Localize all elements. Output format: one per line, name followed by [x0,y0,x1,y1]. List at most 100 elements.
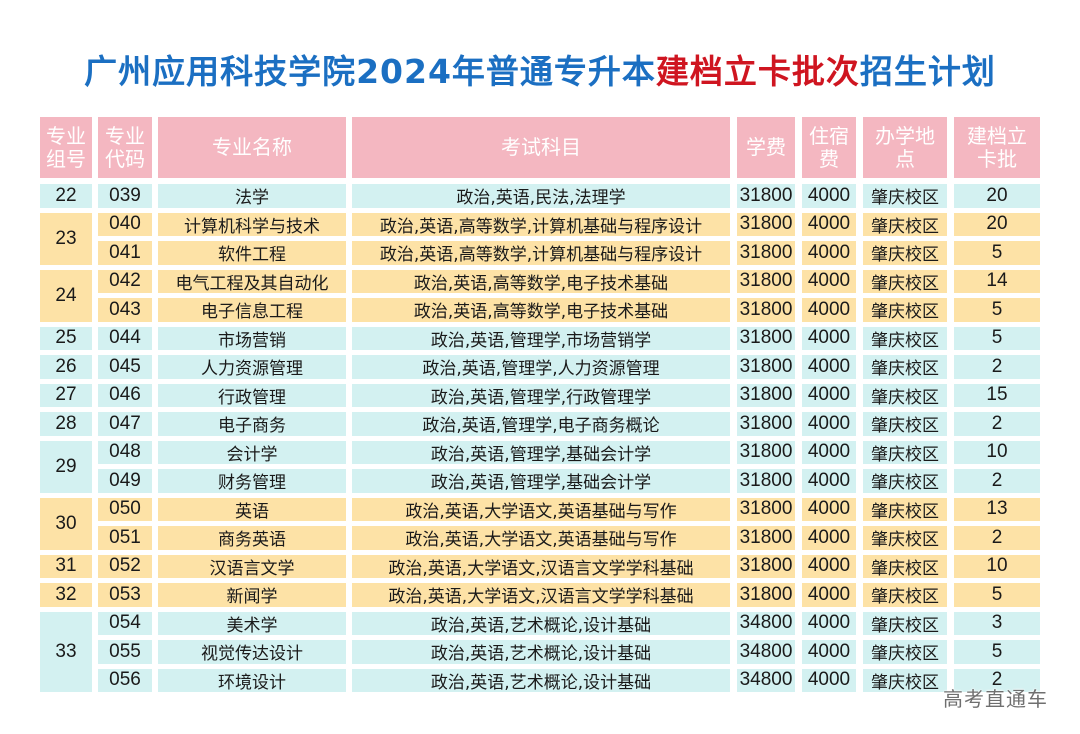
exam-subjects: 政治,英语,艺术概论,设计基础 [352,611,730,636]
campus: 肇庆校区 [863,383,947,408]
group-number: 27 [40,383,92,407]
campus: 肇庆校区 [863,497,947,522]
tuition: 34800 [737,611,795,635]
exam-subjects: 政治,英语,大学语文,汉语言文学学科基础 [352,554,730,579]
quota: 2 [954,668,1040,692]
quota: 20 [954,212,1040,236]
group-number: 32 [40,583,92,607]
tuition: 31800 [737,212,795,236]
group-number: 24 [40,269,92,322]
quota: 2 [954,412,1040,436]
major-code: 052 [98,554,152,578]
tuition: 31800 [737,412,795,436]
major-name: 电气工程及其自动化 [158,269,346,294]
tuition: 34800 [737,668,795,692]
major-name: 计算机科学与技术 [158,212,346,237]
dorm-fee: 4000 [802,440,856,464]
group-number: 26 [40,355,92,379]
major-name: 市场营销 [158,326,346,351]
header-major-code: 专业 代码 [98,117,152,178]
group-number: 33 [40,611,92,692]
major-name: 人力资源管理 [158,355,346,379]
tuition: 31800 [737,326,795,350]
tuition: 31800 [737,184,795,208]
dorm-fee: 4000 [802,640,856,664]
campus: 肇庆校区 [863,611,947,636]
quota: 5 [954,640,1040,664]
tuition: 31800 [737,497,795,521]
quota: 15 [954,383,1040,407]
tuition: 31800 [737,298,795,322]
quota: 10 [954,554,1040,578]
title-part-school: 广州应用科技学院2024年普通专升本 [84,52,656,91]
dorm-fee: 4000 [802,412,856,436]
major-name: 环境设计 [158,668,346,693]
campus: 肇庆校区 [863,469,947,493]
major-code: 044 [98,326,152,350]
quota: 20 [954,184,1040,208]
group-number: 25 [40,326,92,350]
exam-subjects: 政治,英语,管理学,行政管理学 [352,383,730,408]
campus: 肇庆校区 [863,355,947,379]
major-code: 048 [98,440,152,464]
exam-subjects: 政治,英语,高等数学,电子技术基础 [352,269,730,294]
header-quota: 建档立 卡批 [954,117,1040,178]
exam-subjects: 政治,英语,管理学,电子商务概论 [352,412,730,436]
major-name: 商务英语 [158,526,346,550]
campus: 肇庆校区 [863,298,947,322]
major-code: 046 [98,383,152,407]
major-code: 054 [98,611,152,635]
major-code: 040 [98,212,152,236]
group-number: 23 [40,212,92,265]
dorm-fee: 4000 [802,554,856,578]
group-number: 29 [40,440,92,493]
major-name: 汉语言文学 [158,554,346,579]
dorm-fee: 4000 [802,383,856,407]
major-code: 056 [98,668,152,692]
quota: 13 [954,497,1040,521]
group-number: 30 [40,497,92,550]
title-part-plan: 招生计划 [859,52,996,91]
campus: 肇庆校区 [863,184,947,208]
dorm-fee: 4000 [802,611,856,635]
major-code: 050 [98,497,152,521]
tuition: 31800 [737,440,795,464]
major-code: 047 [98,412,152,436]
exam-subjects: 政治,英语,大学语文,汉语言文学学科基础 [352,583,730,607]
tuition: 31800 [737,355,795,379]
major-code: 049 [98,469,152,493]
dorm-fee: 4000 [802,298,856,322]
quota: 5 [954,241,1040,265]
quota: 5 [954,298,1040,322]
header-dorm-fee: 住宿费 [802,117,856,178]
major-name: 电子商务 [158,412,346,436]
quota: 2 [954,355,1040,379]
major-code: 039 [98,184,152,208]
major-name: 英语 [158,497,346,522]
page-title: 广州应用科技学院2024年普通专升本建档立卡批次招生计划 [0,50,1080,94]
quota: 14 [954,269,1040,293]
tuition: 31800 [737,583,795,607]
campus: 肇庆校区 [863,526,947,550]
major-name: 新闻学 [158,583,346,607]
campus: 肇庆校区 [863,326,947,351]
group-number: 31 [40,554,92,578]
quota: 2 [954,526,1040,550]
major-name: 软件工程 [158,241,346,265]
tuition: 31800 [737,269,795,293]
major-name: 美术学 [158,611,346,636]
dorm-fee: 4000 [802,497,856,521]
watermark: 高考直通车 [943,687,1048,711]
exam-subjects: 政治,英语,高等数学,电子技术基础 [352,298,730,322]
major-name: 财务管理 [158,469,346,493]
quota: 2 [954,469,1040,493]
header-major-name: 专业名称 [158,117,346,178]
dorm-fee: 4000 [802,469,856,493]
major-code: 051 [98,526,152,550]
exam-subjects: 政治,英语,大学语文,英语基础与写作 [352,526,730,550]
exam-subjects: 政治,英语,管理学,基础会计学 [352,440,730,465]
major-code: 043 [98,298,152,322]
campus: 肇庆校区 [863,583,947,607]
dorm-fee: 4000 [802,668,856,692]
campus: 肇庆校区 [863,269,947,294]
